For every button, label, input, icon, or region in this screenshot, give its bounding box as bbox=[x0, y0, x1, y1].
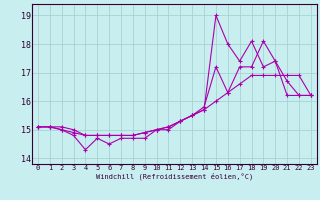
X-axis label: Windchill (Refroidissement éolien,°C): Windchill (Refroidissement éolien,°C) bbox=[96, 173, 253, 180]
